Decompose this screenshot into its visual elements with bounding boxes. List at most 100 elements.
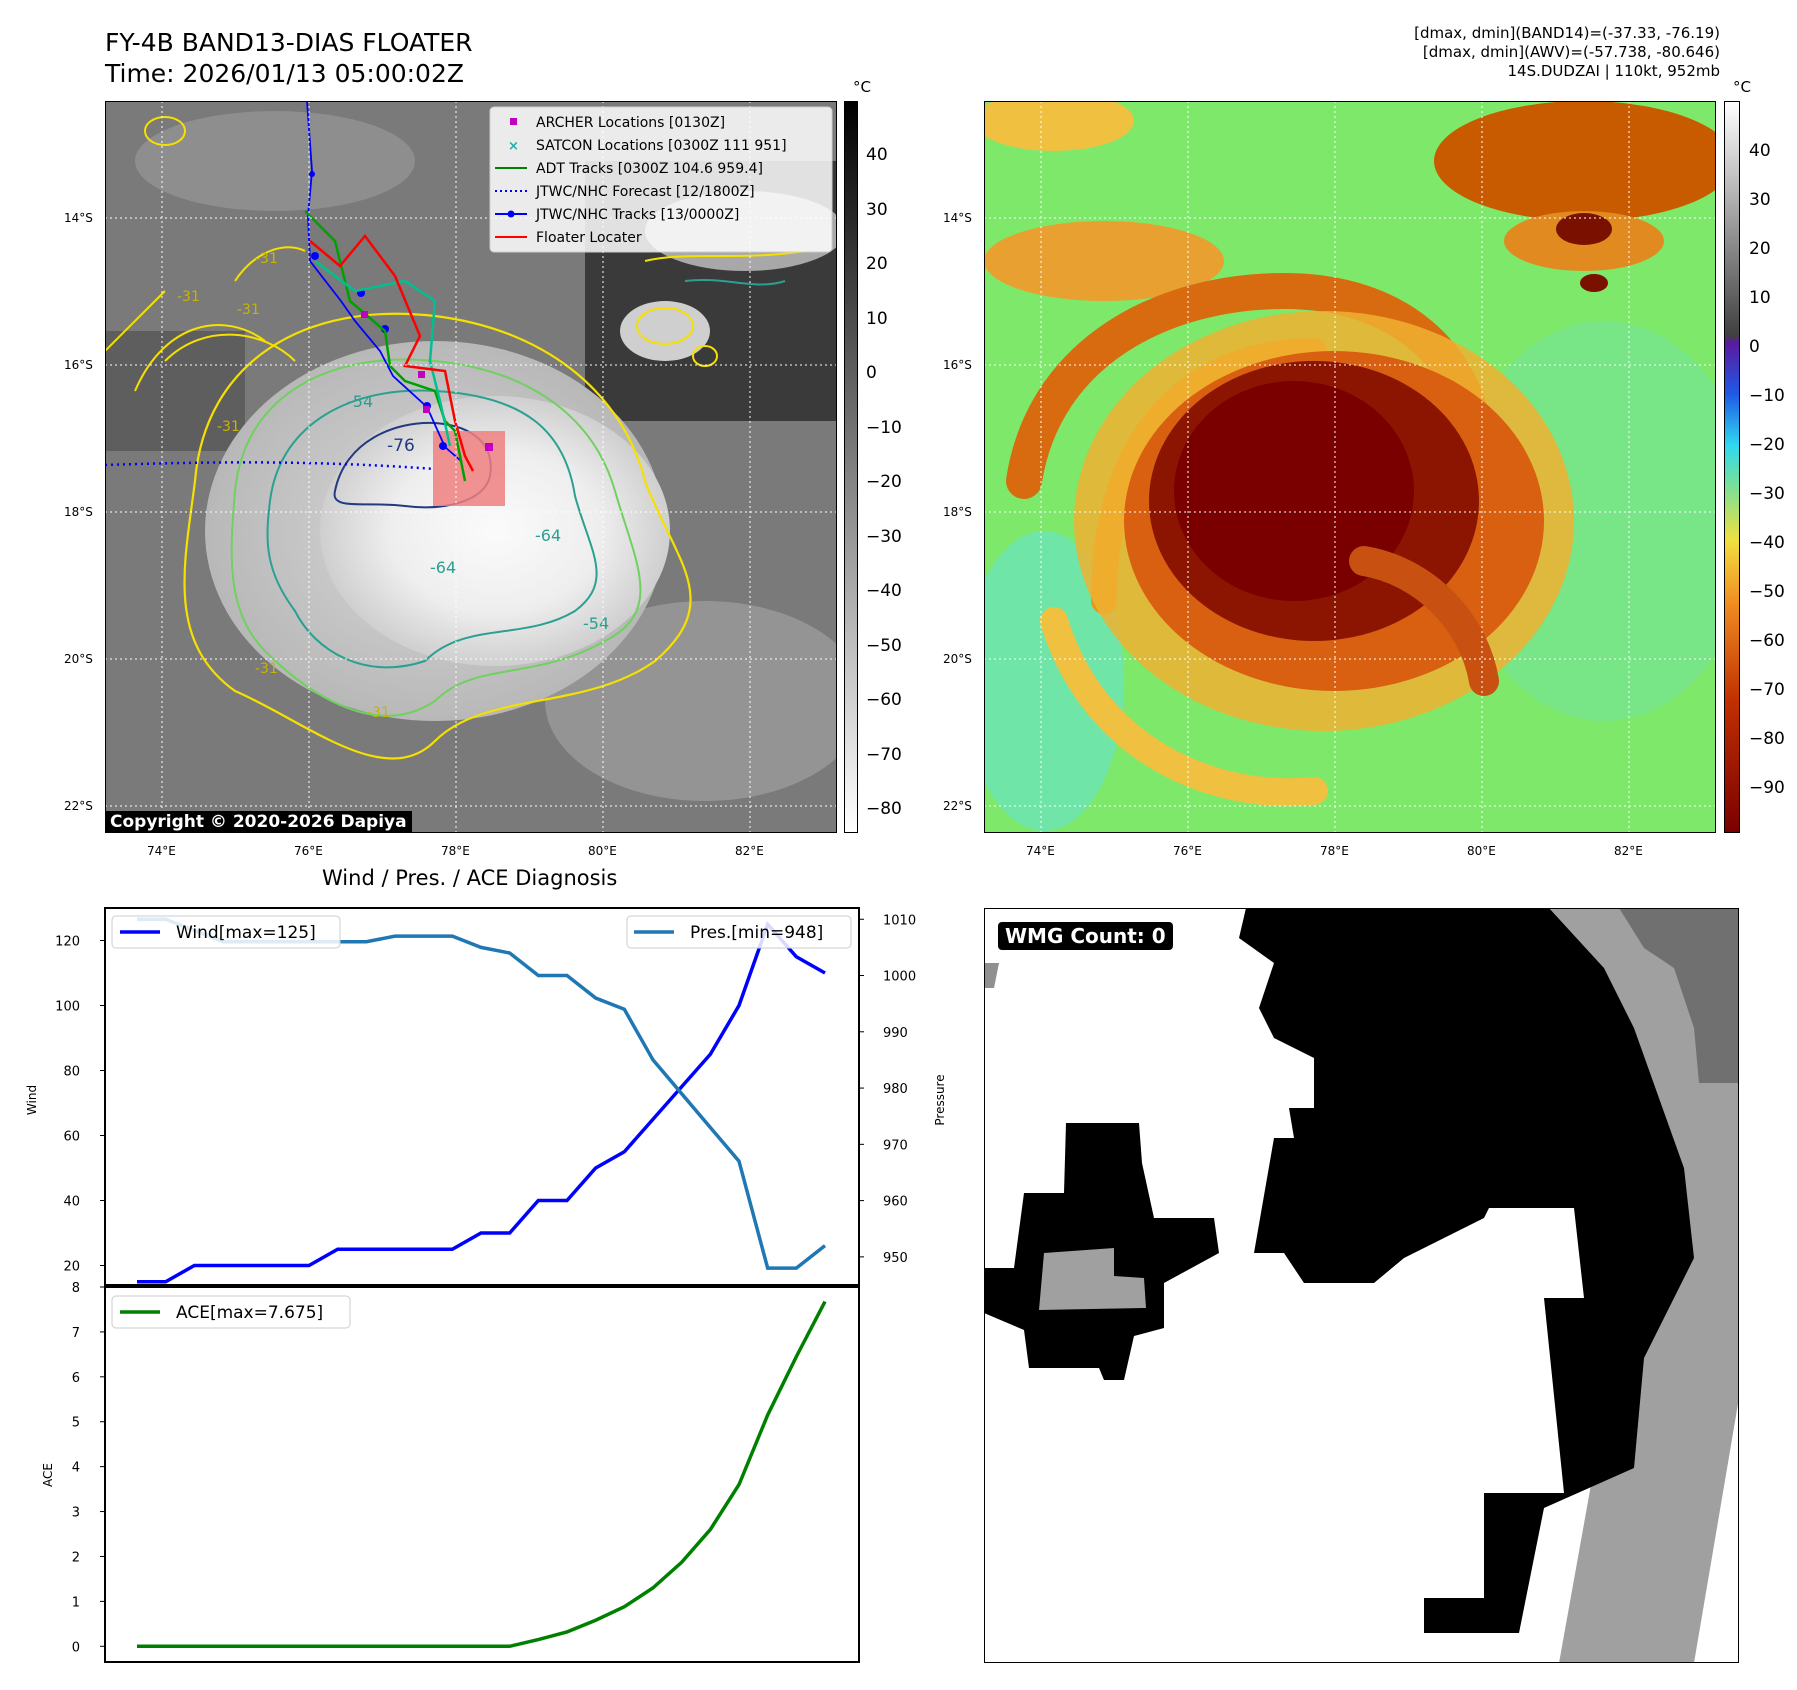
info-line-3: 14S.DUDZAI | 110kt, 952mb [1507, 62, 1720, 80]
colorbar-tick-label: −20 [866, 472, 902, 492]
storm-info: [dmax, dmin](BAND14)=(-37.33, -76.19) [d… [1414, 24, 1720, 81]
colorbar-tick-label: −50 [866, 635, 902, 656]
legend-adt: ADT Tracks [0300Z 104.6 959.4] [536, 161, 763, 177]
contour-label: -31 [217, 419, 240, 435]
lon-label: 74°E [1026, 844, 1055, 858]
colorbar-tick-label: 0 [866, 363, 877, 383]
contour-label: -31 [367, 705, 390, 721]
colorbar-tick-label: −10 [866, 417, 902, 438]
pressure-tick-label: 980 [883, 1082, 908, 1097]
colorbar-tick-label: −90 [1749, 778, 1785, 798]
pressure-legend [626, 915, 852, 949]
wind-tick-label: 120 [55, 935, 80, 950]
ace-tick-label: 5 [72, 1416, 80, 1431]
lat-label: 18°S [64, 505, 93, 519]
info-line-1: [dmax, dmin](BAND14)=(-37.33, -76.19) [1414, 24, 1720, 42]
colorbar-tick-label: −70 [866, 744, 902, 765]
lat-label: 22°S [943, 799, 972, 813]
ace-legend [111, 1295, 351, 1329]
pressure-tick-label: 990 [883, 1026, 908, 1041]
lon-label: 76°E [294, 844, 323, 858]
pressure-tick-label: 1000 [883, 970, 916, 985]
ir-satellite-image: -31 -31 -31 -31 -31 -31 -54 -54 -64 -64 … [104, 100, 865, 834]
contour-label: -31 [255, 661, 278, 677]
ace-tick-label: 7 [72, 1326, 80, 1341]
wind-tick-label: 40 [63, 1195, 80, 1210]
wv-satellite-image [964, 91, 1754, 834]
lat-label: 22°S [64, 799, 93, 813]
ir-satellite-panel: -31 -31 -31 -31 -31 -31 -54 -54 -64 -64 … [104, 100, 865, 834]
lat-label: 16°S [64, 358, 93, 372]
ace-axis-label: ACE [41, 1463, 55, 1487]
colorbar-tick-label: −30 [1749, 484, 1785, 504]
ace-tick-label: 1 [72, 1595, 80, 1610]
legend-floater: Floater Locater [536, 230, 642, 246]
colorbar-tick-label: −10 [1749, 386, 1785, 406]
lat-label: 20°S [64, 652, 93, 666]
ace-tick-label: 0 [72, 1640, 80, 1655]
title-line-1: FY-4B BAND13-DIAS FLOATER [105, 28, 473, 57]
colorbar-tick-label: −20 [1749, 435, 1785, 455]
colorbar-tick-label: 20 [866, 254, 888, 274]
colorbar-tick-label: 0 [1749, 337, 1760, 357]
lat-label: 14°S [64, 211, 93, 225]
ace-plot-frame [104, 1286, 860, 1663]
wmg-count-badge: WMG Count: 0 [998, 922, 1173, 950]
lat-label: 16°S [943, 358, 972, 372]
wmg-panel: WMG Count: 0 [983, 907, 1740, 1664]
ace-tick-label: 4 [72, 1461, 80, 1476]
ir-colorbar-unit: °C [853, 78, 871, 96]
lon-label: 82°E [1614, 844, 1643, 858]
contour-label: -64 [430, 558, 456, 577]
contour-label: -54 [347, 392, 373, 411]
wind-legend-label: Wind[max=125] [176, 923, 316, 943]
lon-label: 74°E [147, 844, 176, 858]
legend-jtwc-tracks: JTWC/NHC Tracks [13/0000Z] [535, 207, 739, 223]
wind-tick-label: 20 [63, 1260, 80, 1275]
wv-colorbar-unit: °C [1733, 78, 1751, 96]
contour-label: -31 [237, 302, 260, 318]
colorbar-tick-label: 40 [1749, 141, 1771, 161]
lon-label: 78°E [441, 844, 470, 858]
lon-label: 76°E [1173, 844, 1202, 858]
legend-archer: ARCHER Locations [0130Z] [536, 115, 725, 131]
contour-label: -31 [255, 251, 278, 267]
wind-legend [111, 915, 341, 949]
wind-tick-label: 60 [63, 1130, 80, 1145]
pressure-tick-label: 1010 [883, 913, 916, 928]
lat-label: 14°S [943, 211, 972, 225]
ace-legend-label: ACE[max=7.675] [176, 1303, 323, 1323]
figure-title: FY-4B BAND13-DIAS FLOATER Time: 2026/01/… [105, 27, 473, 89]
colorbar-tick-label: 30 [866, 199, 888, 220]
pressure-legend-label: Pres.[min=948] [690, 923, 823, 943]
wind-tick-label: 100 [55, 1000, 80, 1015]
colorbar-tick-label: −60 [866, 690, 902, 710]
legend-satcon: SATCON Locations [0300Z 111 951] [536, 138, 787, 154]
pressure-tick-label: 970 [883, 1138, 908, 1153]
ace-tick-label: 2 [72, 1550, 80, 1565]
ir-colorbar [844, 101, 858, 833]
lat-label: 18°S [943, 505, 972, 519]
colorbar-tick-label: −30 [866, 526, 902, 547]
lat-label: 20°S [943, 652, 972, 666]
copyright-watermark: Copyright © 2020-2026 Dapiya [105, 811, 412, 833]
colorbar-tick-label: −80 [1749, 729, 1785, 749]
pressure-tick-label: 960 [883, 1195, 908, 1210]
colorbar-tick-label: −60 [1749, 631, 1785, 651]
colorbar-tick-label: −40 [1749, 533, 1785, 553]
wv-colorbar [1724, 101, 1740, 833]
contour-label: -64 [535, 526, 561, 545]
ace-tick-label: 6 [72, 1371, 80, 1386]
wind-tick-label: 80 [63, 1065, 80, 1080]
contour-label: -31 [177, 289, 200, 305]
wv-satellite-panel [964, 91, 1754, 834]
colorbar-tick-label: −40 [866, 581, 902, 601]
ir-legend: ARCHER Locations [0130Z] × SATCON Locati… [489, 106, 833, 253]
wmg-classification-image [983, 907, 1740, 1664]
contour-label: -76 [387, 436, 415, 456]
colorbar-tick-label: 20 [1749, 239, 1771, 259]
colorbar-tick-label: −50 [1749, 582, 1785, 602]
lon-label: 78°E [1320, 844, 1349, 858]
info-line-2: [dmax, dmin](AWV)=(-57.738, -80.646) [1422, 43, 1720, 61]
wind-series-line [137, 920, 826, 1284]
